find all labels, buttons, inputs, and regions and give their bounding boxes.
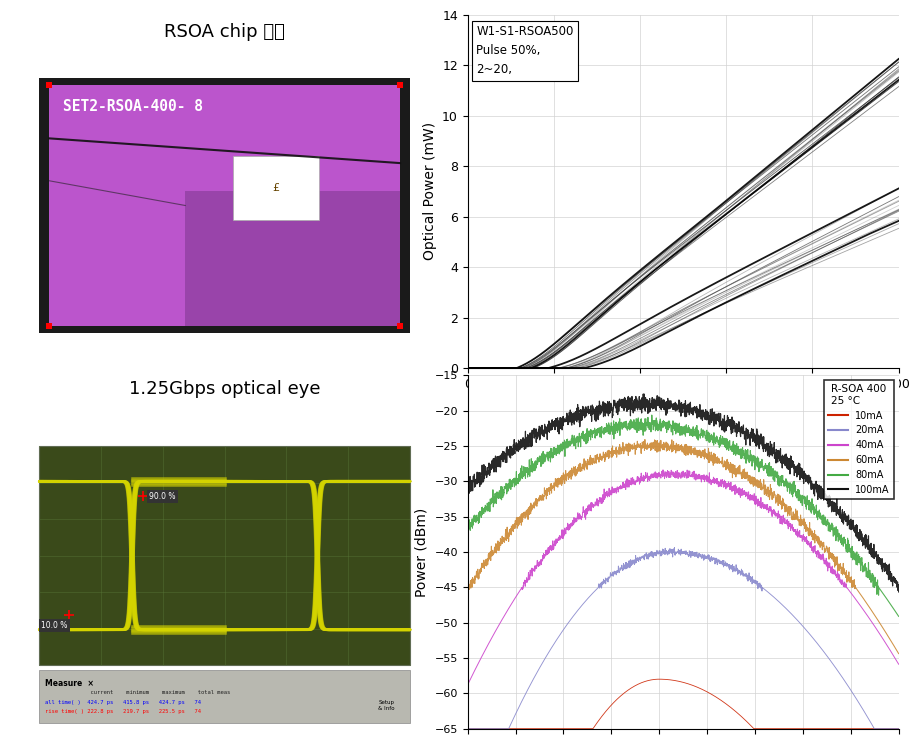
60mA [801, 525, 812, 534]
60mA [881, 629, 892, 638]
60mA [484, 554, 495, 563]
20mA [893, 724, 904, 733]
100mA [893, 587, 904, 596]
10mA [801, 724, 812, 733]
Text: Setup
& Info: Setup & Info [378, 700, 394, 711]
20mA [660, 546, 671, 555]
100mA [660, 411, 671, 420]
80mA [660, 418, 671, 427]
Text: Measure  ×: Measure × [45, 679, 94, 688]
40mA [893, 659, 904, 668]
80mA [801, 492, 812, 500]
60mA [639, 435, 650, 444]
Bar [50, 85, 400, 325]
10mA [881, 724, 892, 733]
Line: 40mA: 40mA [468, 470, 899, 684]
20mA [881, 724, 892, 733]
10mA [654, 675, 665, 684]
X-axis label: Current (mA): Current (mA) [638, 396, 728, 410]
60mA [880, 629, 891, 637]
80mA [462, 526, 473, 534]
Bar [39, 78, 410, 333]
Bar [39, 670, 410, 723]
Legend: 10mA, 20mA, 40mA, 60mA, 80mA, 100mA: 10mA, 20mA, 40mA, 60mA, 80mA, 100mA [824, 381, 894, 499]
20mA [880, 724, 891, 733]
Text: current    minimum    maximum    total meas: current minimum maximum total meas [45, 690, 230, 695]
Text: £: £ [272, 183, 280, 193]
40mA [462, 680, 473, 689]
Bar [185, 191, 400, 325]
Text: 90.0 %: 90.0 % [149, 492, 175, 500]
40mA [801, 539, 812, 548]
80mA [484, 500, 495, 509]
Bar [233, 156, 319, 219]
Text: rise time( ) 222.8 ps   219.7 ps   225.5 ps   74: rise time( ) 222.8 ps 219.7 ps 225.5 ps … [45, 710, 201, 714]
Text: 10.0 %: 10.0 % [41, 621, 68, 630]
Y-axis label: Power (dBm): Power (dBm) [414, 507, 429, 597]
Text: all time( )  424.7 ps   415.8 ps   424.7 ps   74: all time( ) 424.7 ps 415.8 ps 424.7 ps 7… [45, 701, 201, 705]
80mA [646, 411, 657, 420]
Y-axis label: Optical Power (mW): Optical Power (mW) [423, 122, 436, 261]
Line: 80mA: 80mA [468, 415, 899, 616]
80mA [880, 593, 891, 602]
20mA [801, 627, 812, 636]
60mA [893, 649, 904, 658]
60mA [462, 585, 473, 594]
100mA [484, 471, 495, 480]
100mA [881, 565, 892, 573]
40mA [880, 640, 891, 648]
40mA [660, 472, 671, 481]
Line: 10mA: 10mA [468, 679, 899, 729]
Text: SET2-RSOA-400- 8: SET2-RSOA-400- 8 [63, 99, 203, 114]
10mA [893, 724, 904, 733]
20mA [668, 543, 679, 552]
10mA [660, 675, 671, 684]
10mA [672, 676, 683, 685]
80mA [881, 594, 892, 603]
Text: 1.25Gbps optical eye: 1.25Gbps optical eye [129, 381, 320, 398]
100mA [672, 401, 683, 410]
20mA [672, 548, 683, 556]
Line: 100mA: 100mA [468, 394, 899, 592]
100mA [638, 389, 649, 398]
40mA [672, 469, 683, 478]
80mA [893, 612, 904, 620]
80mA [672, 424, 683, 433]
100mA [462, 485, 473, 494]
40mA [657, 465, 668, 474]
40mA [484, 637, 495, 646]
10mA [880, 724, 891, 733]
20mA [462, 724, 473, 733]
Text: RSOA chip 사진: RSOA chip 사진 [164, 24, 285, 41]
100mA [801, 471, 812, 480]
20mA [484, 724, 495, 733]
10mA [484, 724, 495, 733]
Text: W1-S1-RSOA500
Pulse 50%,
2~20,: W1-S1-RSOA500 Pulse 50%, 2~20, [476, 25, 574, 77]
Line: 20mA: 20mA [468, 548, 899, 729]
100mA [880, 560, 891, 569]
Line: 60mA: 60mA [468, 439, 899, 654]
60mA [660, 438, 671, 447]
Bar [39, 446, 410, 665]
40mA [881, 640, 892, 648]
60mA [672, 442, 683, 450]
10mA [462, 724, 473, 733]
